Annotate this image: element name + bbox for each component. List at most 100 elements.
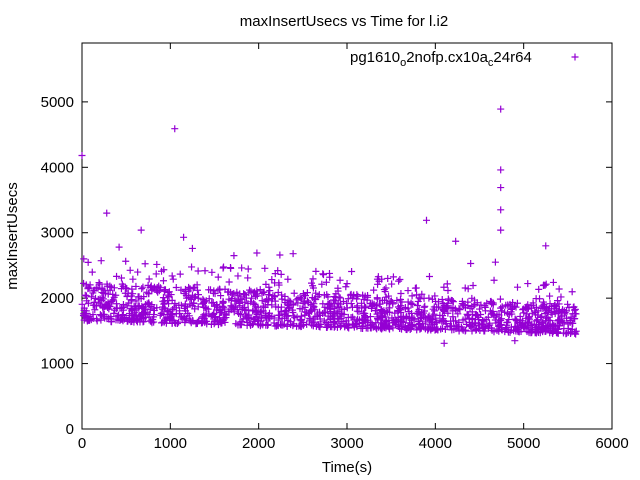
data-point bbox=[115, 311, 123, 319]
data-point bbox=[324, 320, 332, 328]
data-point-outlier bbox=[497, 166, 505, 174]
data-point bbox=[546, 292, 554, 300]
data-point bbox=[479, 316, 487, 324]
data-point bbox=[376, 300, 384, 308]
data-point bbox=[377, 309, 385, 317]
data-point-outlier bbox=[230, 252, 238, 260]
data-point bbox=[103, 280, 111, 288]
data-point bbox=[159, 277, 167, 285]
data-point bbox=[164, 291, 172, 299]
data-point bbox=[349, 321, 357, 329]
y-tick-label: 5000 bbox=[41, 94, 74, 111]
data-point bbox=[419, 320, 427, 328]
data-point bbox=[468, 294, 476, 302]
data-point bbox=[460, 301, 468, 309]
data-point bbox=[414, 297, 422, 305]
data-point bbox=[132, 297, 140, 305]
data-point bbox=[391, 320, 399, 328]
data-point bbox=[199, 295, 207, 303]
data-point bbox=[391, 309, 399, 317]
data-point bbox=[194, 267, 202, 275]
data-point bbox=[148, 301, 156, 309]
data-point bbox=[104, 290, 112, 298]
data-point bbox=[362, 304, 370, 311]
data-point bbox=[341, 323, 349, 331]
data-point bbox=[411, 284, 419, 292]
data-point bbox=[568, 288, 576, 296]
data-point bbox=[324, 322, 332, 330]
data-point bbox=[485, 322, 493, 330]
data-point bbox=[363, 296, 371, 304]
data-point bbox=[95, 279, 103, 287]
data-point bbox=[222, 311, 230, 319]
data-point bbox=[540, 300, 548, 308]
data-point bbox=[299, 321, 307, 329]
data-point bbox=[284, 312, 292, 320]
data-point bbox=[287, 298, 295, 306]
data-point bbox=[468, 320, 476, 328]
x-tick-label: 3000 bbox=[330, 435, 363, 452]
data-point bbox=[490, 276, 498, 284]
data-point bbox=[464, 298, 472, 306]
data-point bbox=[333, 309, 341, 317]
data-point bbox=[407, 324, 415, 332]
data-point bbox=[413, 301, 421, 309]
data-point bbox=[537, 304, 545, 312]
data-point bbox=[162, 314, 170, 322]
data-point bbox=[318, 280, 326, 288]
data-point bbox=[372, 323, 380, 331]
data-point bbox=[319, 271, 327, 279]
data-point bbox=[251, 300, 259, 308]
data-point bbox=[568, 328, 576, 336]
data-point bbox=[389, 316, 397, 324]
data-point bbox=[149, 285, 157, 293]
data-point bbox=[261, 264, 269, 272]
data-point-outlier bbox=[188, 244, 196, 252]
data-point bbox=[464, 285, 472, 293]
data-point bbox=[563, 314, 571, 322]
data-point-outlier bbox=[497, 226, 505, 234]
data-point bbox=[97, 257, 105, 265]
data-point-outlier bbox=[80, 255, 88, 263]
data-point bbox=[323, 323, 331, 331]
data-point bbox=[495, 322, 503, 330]
data-point bbox=[140, 315, 148, 323]
data-point bbox=[217, 292, 225, 300]
data-point bbox=[407, 299, 415, 307]
data-point bbox=[336, 276, 344, 284]
data-point bbox=[256, 286, 264, 294]
data-point bbox=[225, 307, 233, 315]
data-point bbox=[498, 303, 506, 311]
data-point bbox=[535, 285, 543, 293]
data-point bbox=[315, 291, 323, 299]
data-point bbox=[221, 305, 229, 313]
data-point bbox=[285, 303, 293, 311]
data-point bbox=[544, 326, 552, 334]
data-point bbox=[177, 313, 185, 321]
data-point bbox=[386, 298, 394, 306]
data-point bbox=[287, 321, 295, 329]
data-point bbox=[140, 293, 148, 301]
data-point bbox=[98, 296, 106, 304]
data-point bbox=[309, 275, 317, 283]
data-point bbox=[128, 296, 136, 304]
data-point bbox=[312, 267, 320, 275]
data-point bbox=[122, 257, 130, 265]
data-point bbox=[88, 268, 96, 276]
data-point bbox=[441, 325, 449, 333]
data-point bbox=[299, 299, 307, 307]
data-point-outlier bbox=[253, 249, 261, 257]
data-point bbox=[420, 294, 428, 302]
data-point bbox=[320, 309, 328, 317]
data-point bbox=[84, 258, 92, 266]
data-point bbox=[148, 319, 156, 327]
data-point bbox=[451, 305, 459, 313]
data-point bbox=[134, 315, 142, 323]
data-point bbox=[236, 310, 244, 318]
data-point bbox=[261, 297, 269, 305]
data-point bbox=[339, 298, 347, 306]
data-point bbox=[186, 300, 194, 308]
data-point bbox=[150, 306, 158, 314]
data-point bbox=[357, 324, 365, 332]
data-point bbox=[235, 296, 243, 304]
